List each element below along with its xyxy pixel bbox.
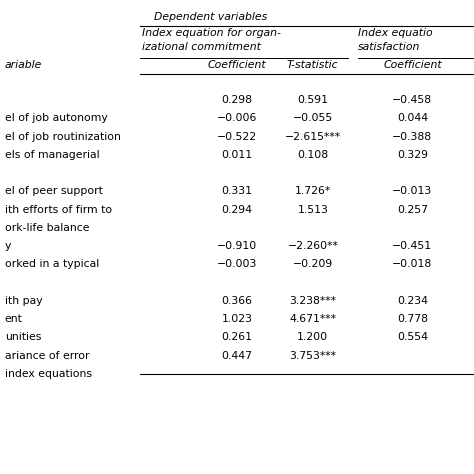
Text: −2.260**: −2.260** xyxy=(287,241,338,251)
Text: ith efforts of firm to: ith efforts of firm to xyxy=(5,205,112,215)
Text: index equations: index equations xyxy=(5,369,92,379)
Text: 0.778: 0.778 xyxy=(397,314,428,324)
Text: ariable: ariable xyxy=(5,60,42,70)
Text: 3.753***: 3.753*** xyxy=(289,350,337,361)
Text: −0.055: −0.055 xyxy=(293,113,333,123)
Text: Coefficient: Coefficient xyxy=(208,60,266,70)
Text: 1.513: 1.513 xyxy=(297,205,328,215)
Text: −0.388: −0.388 xyxy=(392,131,432,142)
Text: 0.261: 0.261 xyxy=(221,332,253,342)
Text: −0.018: −0.018 xyxy=(392,259,432,269)
Text: 0.257: 0.257 xyxy=(397,205,428,215)
Text: 0.331: 0.331 xyxy=(221,186,253,196)
Text: ariance of error: ariance of error xyxy=(5,350,89,361)
Text: 3.238***: 3.238*** xyxy=(289,296,337,306)
Text: orked in a typical: orked in a typical xyxy=(5,259,99,269)
Text: 0.108: 0.108 xyxy=(297,150,328,160)
Text: satisfaction: satisfaction xyxy=(358,42,420,52)
Text: −0.006: −0.006 xyxy=(217,113,257,123)
Text: 1.023: 1.023 xyxy=(221,314,253,324)
Text: Index equation for organ-: Index equation for organ- xyxy=(142,28,281,38)
Text: Coefficient: Coefficient xyxy=(383,60,442,70)
Text: Index equatio: Index equatio xyxy=(358,28,432,38)
Text: y: y xyxy=(5,241,11,251)
Text: el of peer support: el of peer support xyxy=(5,186,102,196)
Text: 0.294: 0.294 xyxy=(221,205,253,215)
Text: −0.458: −0.458 xyxy=(392,95,432,105)
Text: 0.447: 0.447 xyxy=(221,350,253,361)
Text: 1.200: 1.200 xyxy=(297,332,328,342)
Text: 0.234: 0.234 xyxy=(397,296,428,306)
Text: 1.726*: 1.726* xyxy=(295,186,331,196)
Text: el of job autonomy: el of job autonomy xyxy=(5,113,108,123)
Text: −2.615***: −2.615*** xyxy=(285,131,341,142)
Text: unities: unities xyxy=(5,332,41,342)
Text: 0.044: 0.044 xyxy=(397,113,428,123)
Text: −0.003: −0.003 xyxy=(217,259,257,269)
Text: −0.451: −0.451 xyxy=(392,241,432,251)
Text: ith pay: ith pay xyxy=(5,296,42,306)
Text: −0.522: −0.522 xyxy=(217,131,257,142)
Text: 0.554: 0.554 xyxy=(397,332,428,342)
Text: 0.329: 0.329 xyxy=(397,150,428,160)
Text: els of managerial: els of managerial xyxy=(5,150,100,160)
Text: 4.671***: 4.671*** xyxy=(289,314,337,324)
Text: 0.366: 0.366 xyxy=(221,296,253,306)
Text: −0.209: −0.209 xyxy=(293,259,333,269)
Text: −0.910: −0.910 xyxy=(217,241,257,251)
Text: 0.298: 0.298 xyxy=(221,95,253,105)
Text: 0.591: 0.591 xyxy=(297,95,328,105)
Text: el of job routinization: el of job routinization xyxy=(5,131,120,142)
Text: Dependent variables: Dependent variables xyxy=(154,12,267,22)
Text: ent: ent xyxy=(5,314,23,324)
Text: izational commitment: izational commitment xyxy=(142,42,261,52)
Text: ork-life balance: ork-life balance xyxy=(5,223,89,233)
Text: T-statistic: T-statistic xyxy=(287,60,338,70)
Text: 0.011: 0.011 xyxy=(221,150,253,160)
Text: −0.013: −0.013 xyxy=(392,186,432,196)
